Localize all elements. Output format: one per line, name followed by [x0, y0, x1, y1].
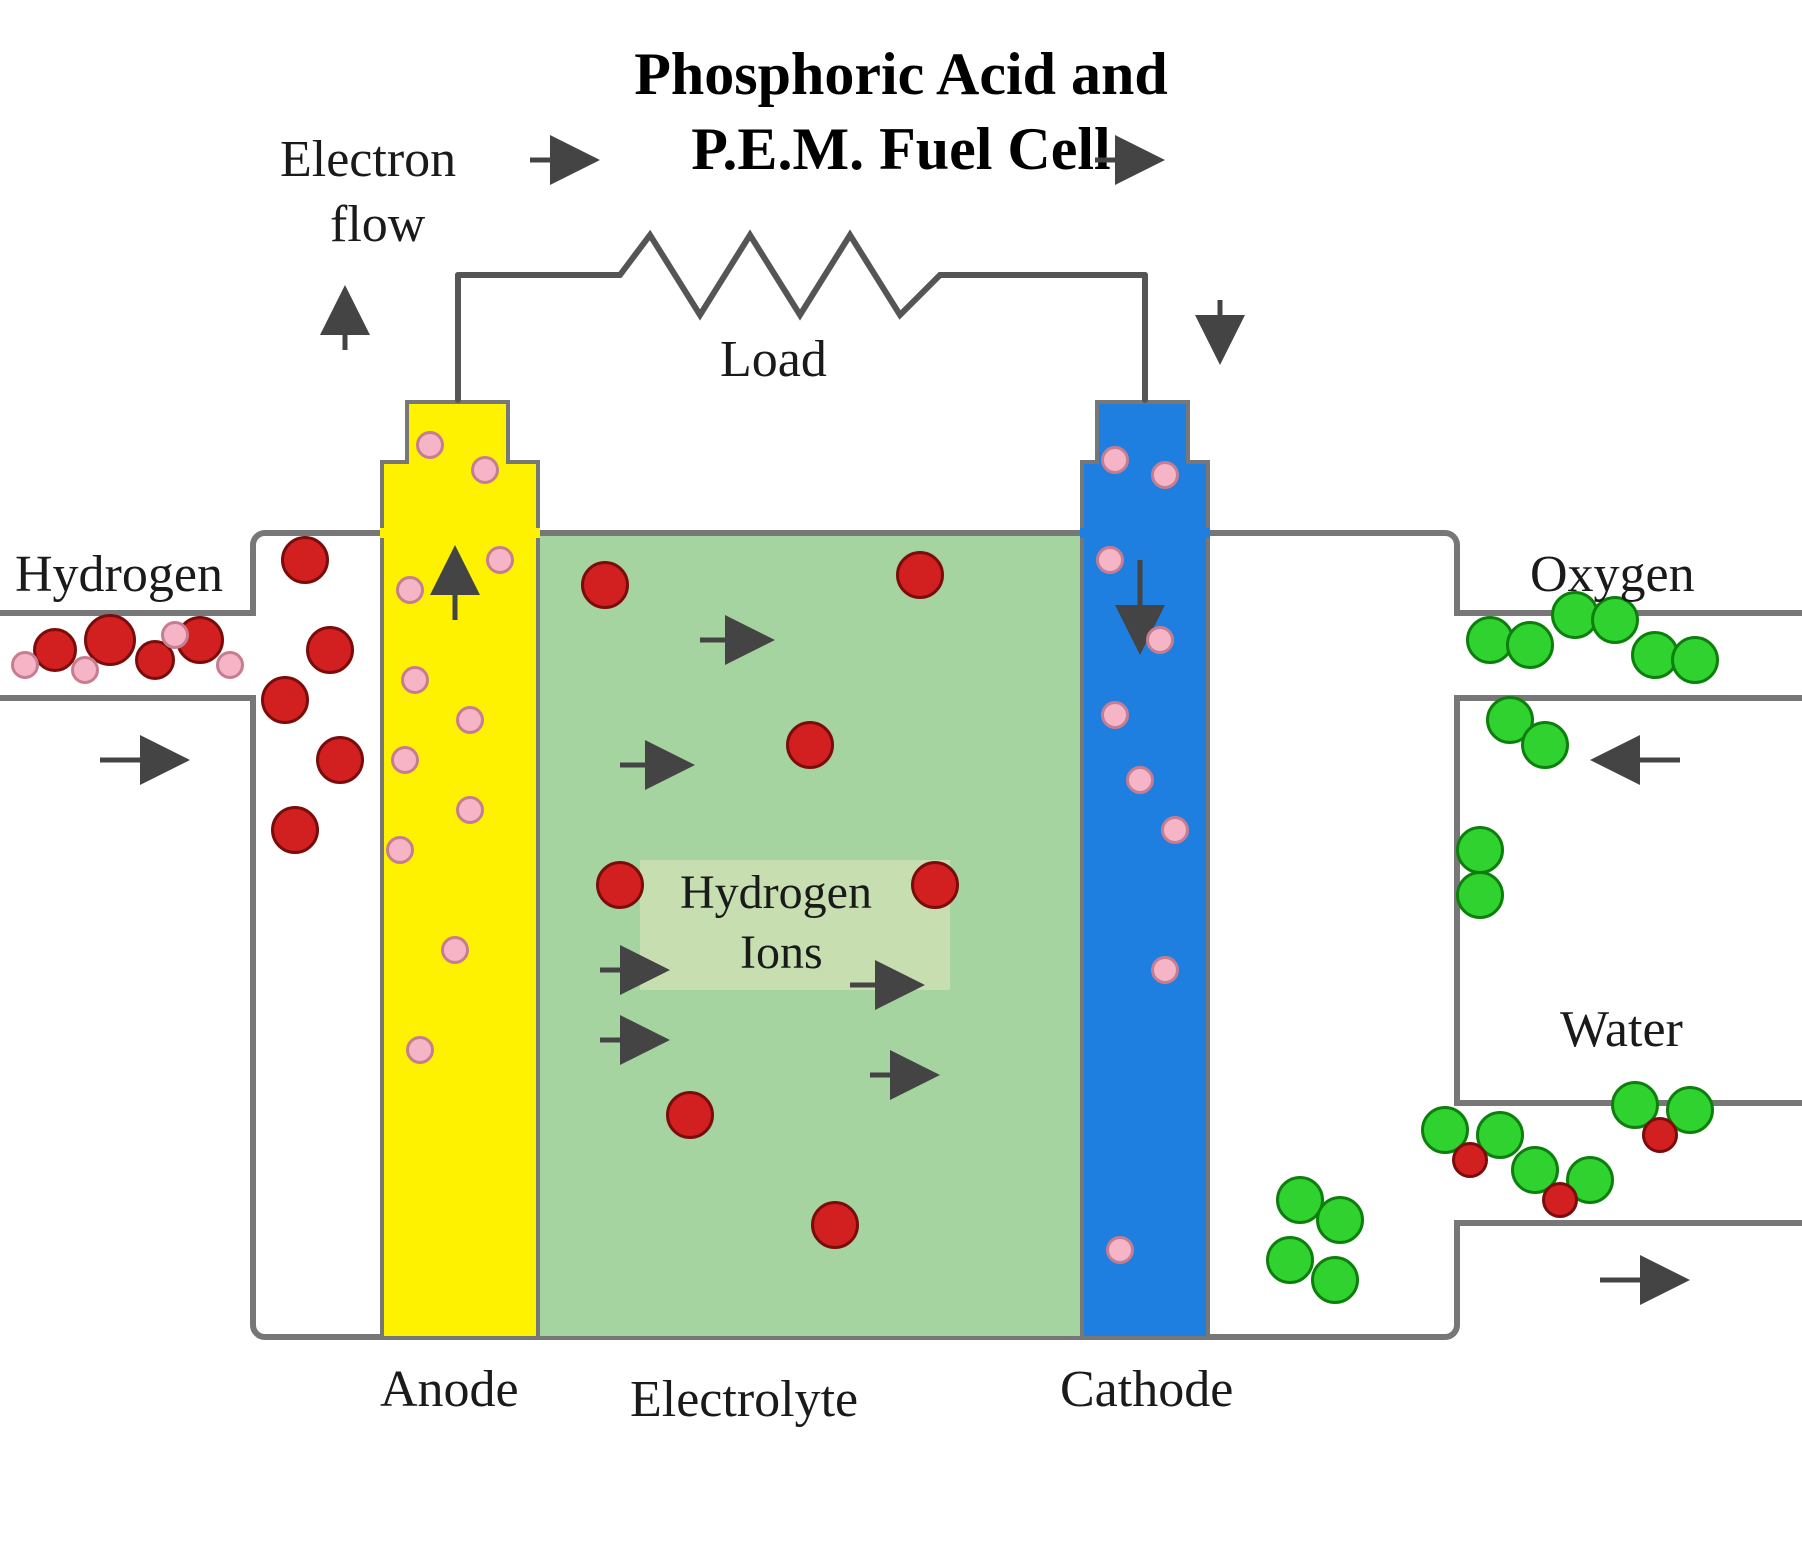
- proton: [386, 836, 414, 864]
- proton: [1101, 446, 1129, 474]
- water-label: Water: [1560, 1000, 1683, 1059]
- proton: [216, 651, 244, 679]
- hydrogen-atom: [261, 676, 309, 724]
- hydrogen-atom: [316, 736, 364, 784]
- hydrogen-atom: [306, 626, 354, 674]
- water-hydrogen: [1542, 1182, 1578, 1218]
- hydrogen-ion: [786, 721, 834, 769]
- proton: [1106, 1236, 1134, 1264]
- proton: [1151, 956, 1179, 984]
- proton: [1126, 766, 1154, 794]
- oxygen-atom: [1266, 1236, 1314, 1284]
- proton: [456, 706, 484, 734]
- proton: [441, 936, 469, 964]
- proton: [71, 656, 99, 684]
- oxygen-label: Oxygen: [1530, 545, 1695, 604]
- hydrogen-ions-label-2: Ions: [740, 925, 823, 980]
- proton: [1101, 701, 1129, 729]
- particles-layer: [0, 0, 1802, 1545]
- hydrogen-label: Hydrogen: [15, 545, 223, 604]
- hydrogen-ion: [596, 861, 644, 909]
- proton: [11, 651, 39, 679]
- electron-flow-label-2: flow: [330, 195, 425, 254]
- oxygen-atom: [1506, 621, 1554, 669]
- proton: [471, 456, 499, 484]
- oxygen-atom: [1456, 871, 1504, 919]
- proton: [486, 546, 514, 574]
- diagram-stage: Phosphoric Acid and P.E.M. Fuel Cell: [0, 0, 1802, 1545]
- hydrogen-ion: [666, 1091, 714, 1139]
- oxygen-atom: [1456, 826, 1504, 874]
- proton: [1146, 626, 1174, 654]
- anode-label: Anode: [380, 1360, 519, 1419]
- hydrogen-ion: [911, 861, 959, 909]
- proton: [1096, 546, 1124, 574]
- proton: [161, 621, 189, 649]
- oxygen-atom: [1671, 636, 1719, 684]
- electron-flow-label-1: Electron: [280, 130, 456, 189]
- water-hydrogen: [1452, 1142, 1488, 1178]
- proton: [401, 666, 429, 694]
- load-label: Load: [720, 330, 827, 389]
- hydrogen-ions-label-1: Hydrogen: [680, 865, 872, 920]
- hydrogen-ion: [811, 1201, 859, 1249]
- proton: [456, 796, 484, 824]
- oxygen-atom: [1311, 1256, 1359, 1304]
- hydrogen-atom: [281, 536, 329, 584]
- hydrogen-atom: [271, 806, 319, 854]
- proton: [416, 431, 444, 459]
- electrolyte-label: Electrolyte: [630, 1370, 858, 1429]
- hydrogen-ion: [581, 561, 629, 609]
- proton: [406, 1036, 434, 1064]
- proton: [1151, 461, 1179, 489]
- proton: [391, 746, 419, 774]
- oxygen-atom: [1521, 721, 1569, 769]
- proton: [396, 576, 424, 604]
- proton: [1161, 816, 1189, 844]
- cathode-label: Cathode: [1060, 1360, 1233, 1419]
- water-hydrogen: [1642, 1117, 1678, 1153]
- oxygen-atom: [1316, 1196, 1364, 1244]
- hydrogen-ion: [896, 551, 944, 599]
- hydrogen-atom: [33, 628, 77, 672]
